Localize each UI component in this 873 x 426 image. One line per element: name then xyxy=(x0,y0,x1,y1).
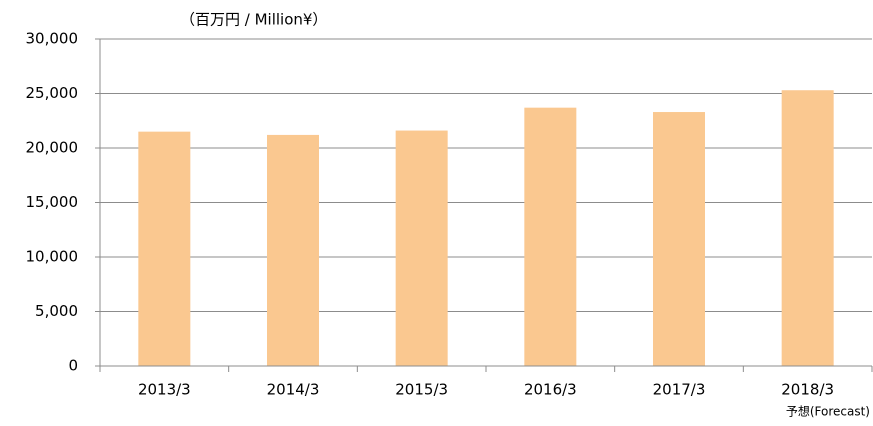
x-tick-label: 2018/3 xyxy=(781,381,834,399)
x-tick-label: 2013/3 xyxy=(138,381,191,399)
y-tick-label: 20,000 xyxy=(26,139,79,157)
bar xyxy=(395,130,448,366)
y-tick-label: 30,000 xyxy=(26,30,79,48)
bar xyxy=(138,131,191,366)
bar xyxy=(267,134,319,366)
x-tick-label: 2017/3 xyxy=(653,381,706,399)
x-tick-label: 2015/3 xyxy=(395,381,448,399)
x-tick-label: 2014/3 xyxy=(267,381,320,399)
bar xyxy=(781,90,834,366)
unit-label: （百万円 / Million¥） xyxy=(180,11,327,29)
y-tick-label: 15,000 xyxy=(26,193,79,211)
x-tick-label: 2016/3 xyxy=(524,381,577,399)
bar xyxy=(653,112,705,366)
y-tick-label: 25,000 xyxy=(26,84,79,102)
y-tick-label: 5,000 xyxy=(35,302,78,320)
forecast-note: 予想(Forecast) xyxy=(786,404,870,419)
bar xyxy=(524,107,577,367)
y-tick-label: 0 xyxy=(68,357,78,375)
y-tick-label: 10,000 xyxy=(26,248,79,266)
